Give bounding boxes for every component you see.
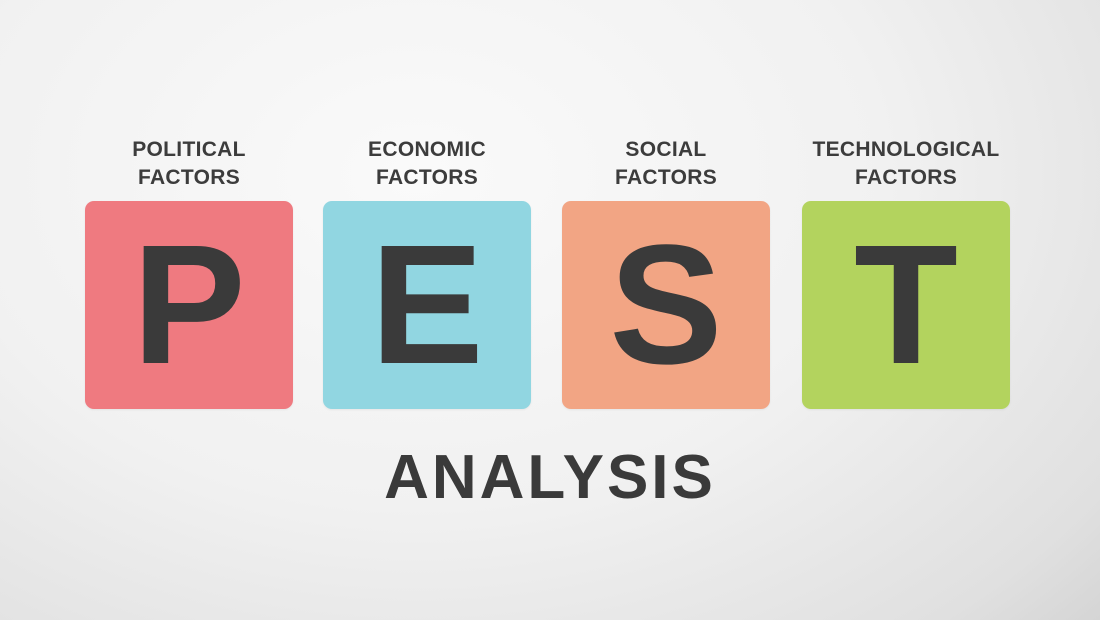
factor-political: POLITICAL FACTORS P xyxy=(74,136,304,409)
factor-label-line1: SOCIAL xyxy=(625,138,707,161)
tile-letter-t: T xyxy=(854,210,958,400)
tile-letter-p: P xyxy=(132,210,246,400)
tile-technological: T xyxy=(802,201,1010,409)
tile-letter-e: E xyxy=(370,210,484,400)
tile-political: P xyxy=(85,201,293,409)
factor-label-social: SOCIAL FACTORS xyxy=(551,136,781,196)
tile-economic: E xyxy=(323,201,531,409)
tile-social: S xyxy=(562,201,770,409)
factor-label-economic: ECONOMIC FACTORS xyxy=(312,136,542,196)
factor-label-line1: POLITICAL xyxy=(132,138,246,161)
factor-economic: ECONOMIC FACTORS E xyxy=(312,136,542,409)
factor-label-line2: FACTORS xyxy=(854,166,958,189)
factor-label-line1: TECHNOLOGICAL xyxy=(812,138,1000,161)
factor-label-line1: ECONOMIC xyxy=(368,138,486,161)
factor-technological: TECHNOLOGICAL FACTORS T xyxy=(791,136,1021,409)
factor-social: SOCIAL FACTORS S xyxy=(551,136,781,409)
analysis-title: ANALYSIS xyxy=(384,443,716,512)
factor-label-political: POLITICAL FACTORS xyxy=(74,136,304,196)
factor-label-line2: FACTORS xyxy=(614,166,718,189)
tile-letter-s: S xyxy=(609,210,723,400)
factor-label-line2: FACTORS xyxy=(375,166,479,189)
factor-label-line2: FACTORS xyxy=(137,166,241,189)
factor-label-technological: TECHNOLOGICAL FACTORS xyxy=(791,136,1021,196)
